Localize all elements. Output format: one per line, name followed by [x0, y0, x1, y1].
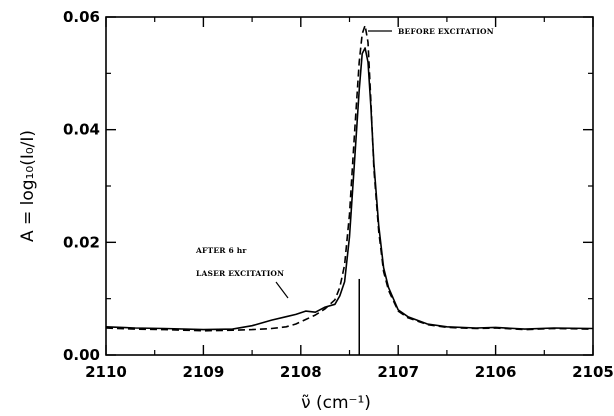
y-axis-label: A = log₁₀(I₀/I) — [18, 130, 38, 242]
series-before-excitation — [105, 24, 594, 332]
y-tick-label: 0.02 — [63, 233, 100, 251]
annotation-after-arrow — [275, 281, 289, 299]
x-tick-label: 2110 — [85, 363, 127, 381]
annotation-after-line1: AFTER 6 hr — [195, 246, 247, 255]
plot-area — [105, 24, 594, 355]
annotation-before-excitation: BEFORE EXCITATION — [398, 27, 494, 36]
x-axis-label: ν̃ (cm⁻¹) — [301, 393, 371, 413]
annotation-after-line2: LASER EXCITATION — [196, 269, 284, 278]
y-tick-label: 0.06 — [63, 8, 100, 26]
axes: 2110 2109 2108 2107 2106 2105 0.00 0.02 0.04 0.06 — [63, 8, 614, 381]
x-tick-label: 2106 — [475, 363, 517, 381]
y-tick-label: 0.04 — [63, 121, 100, 139]
x-tick-label: 2109 — [183, 363, 225, 381]
series-after-excitation — [105, 47, 594, 331]
x-tick-label: 2108 — [280, 363, 322, 381]
x-tick-label: 2105 — [572, 363, 614, 381]
plot-frame — [105, 16, 594, 356]
x-tick-label: 2107 — [377, 363, 419, 381]
y-tick-label: 0.00 — [63, 346, 100, 364]
